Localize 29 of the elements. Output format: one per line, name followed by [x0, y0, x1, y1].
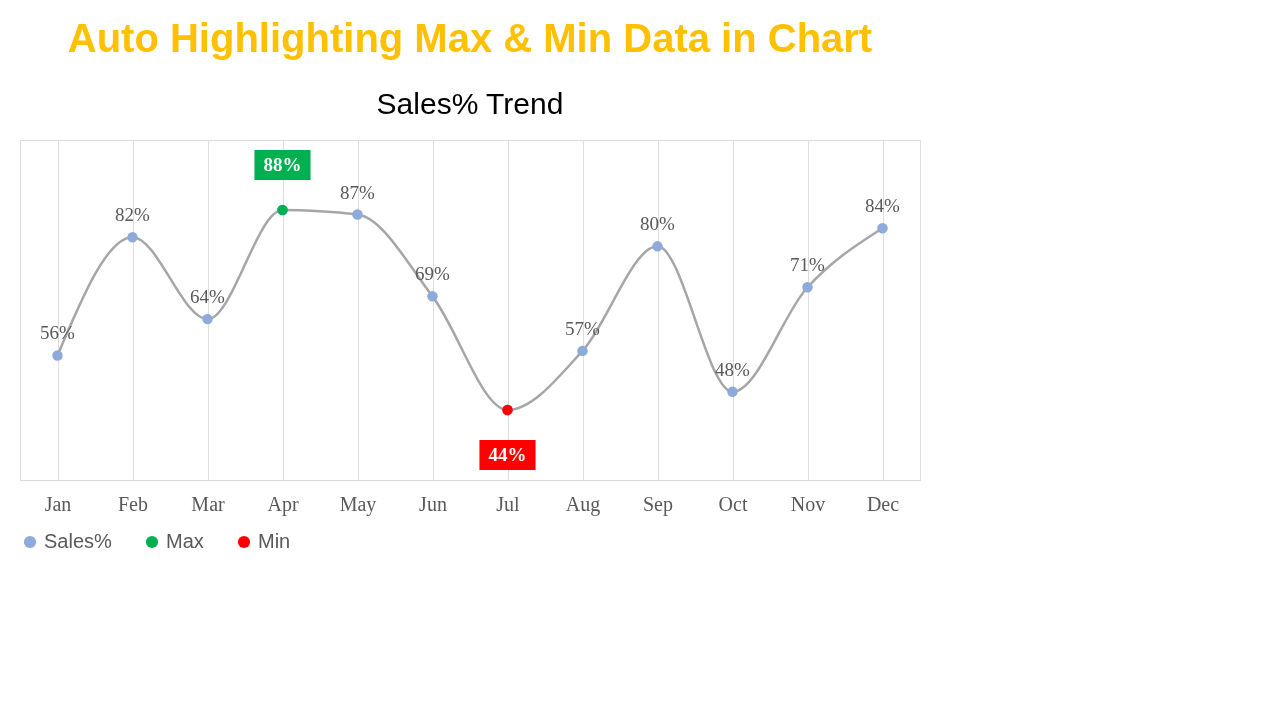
data-label: 64%	[190, 286, 226, 308]
data-label: 57%	[565, 317, 601, 339]
data-label: 82%	[115, 204, 151, 226]
data-label: 71%	[790, 254, 826, 276]
x-tick-label: Aug	[565, 492, 601, 516]
data-label: 80%	[640, 213, 676, 235]
x-tick-label: Jun	[419, 492, 447, 515]
x-tick-label: May	[339, 492, 377, 516]
data-label: 84%	[865, 195, 901, 217]
legend-label: Max	[166, 530, 204, 552]
data-label: 48%	[715, 358, 751, 380]
legend-label: Sales%	[44, 530, 113, 552]
x-tick-label: Nov	[790, 492, 826, 515]
x-tick-label: Oct	[718, 492, 748, 515]
x-tick-label: Jul	[496, 492, 521, 515]
x-tick-label: Mar	[191, 492, 225, 515]
x-tick-label: Apr	[267, 492, 299, 516]
x-tick-label: Sep	[643, 492, 673, 516]
x-tick-label: Dec	[866, 492, 900, 515]
chart-title: Auto Highlighting Max & Min Data in Chart	[67, 16, 873, 60]
x-tick-label: Feb	[118, 492, 148, 515]
data-label: 56%	[40, 322, 76, 344]
x-tick-label: Jan	[44, 492, 72, 515]
data-label: 87%	[340, 181, 376, 203]
data-label: 44%	[488, 444, 527, 465]
chart-subtitle: Sales% Trend	[376, 87, 564, 120]
data-label: 88%	[263, 154, 302, 175]
data-label: 69%	[415, 263, 451, 285]
legend-label: Min	[258, 530, 291, 552]
